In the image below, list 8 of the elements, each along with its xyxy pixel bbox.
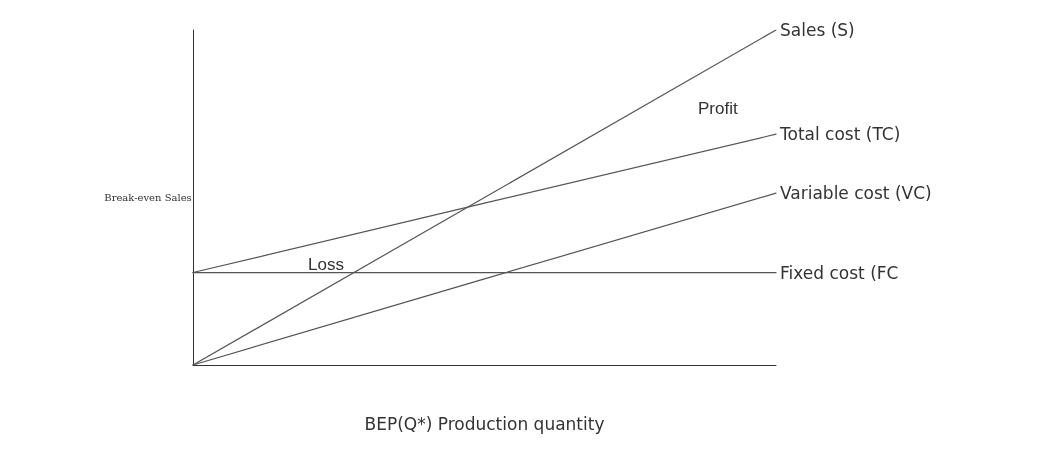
y-axis-title: Break-even Sales [104, 192, 192, 203]
annotation: Profit [698, 99, 738, 118]
series-label: Sales (S) [780, 20, 855, 40]
series-label: Total cost (TC) [779, 124, 901, 145]
annotation: Loss [308, 255, 344, 274]
x-axis-title: BEP(Q*) Production quantity [364, 413, 605, 434]
series-label: Fixed cost (FC [780, 262, 899, 283]
series-label: Variable cost (VC) [780, 183, 932, 204]
